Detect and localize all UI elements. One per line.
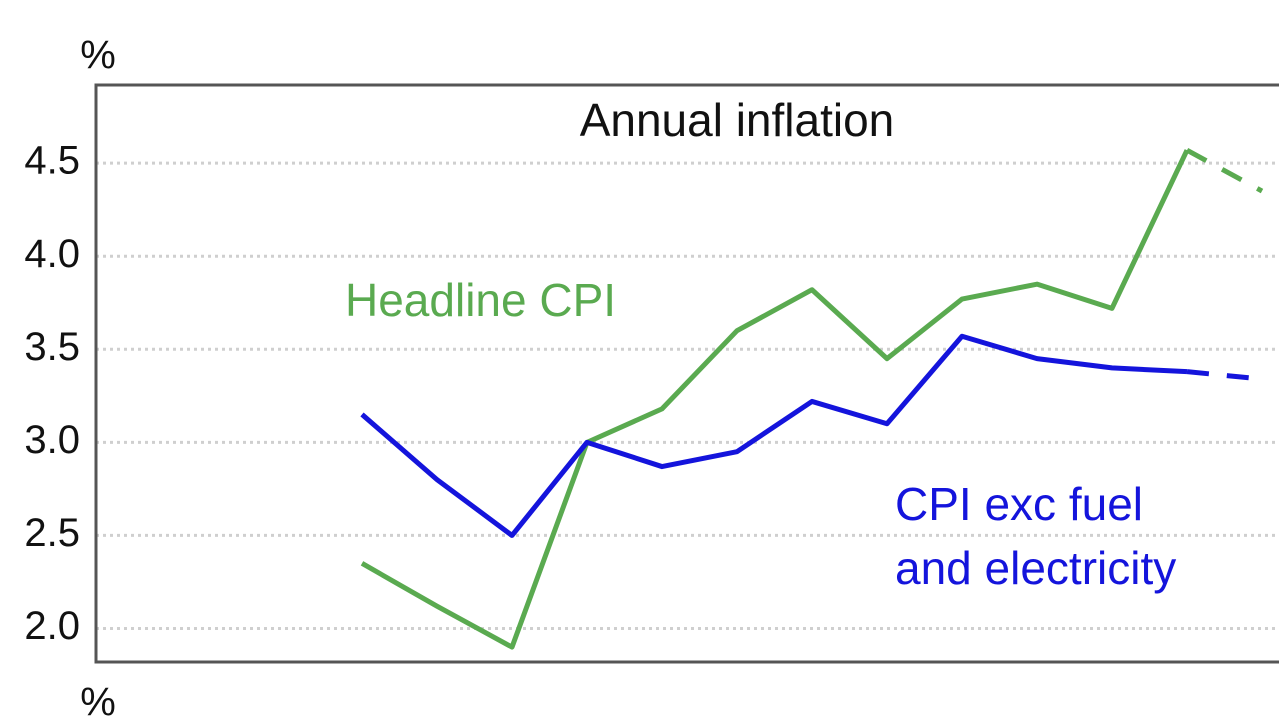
series-line (360, 333, 1188, 538)
series-label: CPI exc fuel and electricity (895, 478, 1176, 594)
series-line (360, 149, 1190, 650)
y-tick-label: 3.0 (24, 418, 80, 462)
y-tick-label: 4.5 (24, 139, 80, 183)
y-tick-label: 3.5 (24, 325, 80, 369)
series-label-line: and electricity (895, 542, 1176, 594)
forecast-line (1185, 147, 1264, 194)
y-tick-label: 2.5 (24, 511, 80, 555)
series-label: Headline CPI (345, 274, 616, 326)
forecast-line (1186, 369, 1263, 382)
y-tick-label: 4.0 (24, 232, 80, 276)
lower-y-unit: % (80, 681, 116, 720)
plot-frame (94, 83, 1279, 664)
y-unit: % (80, 34, 116, 78)
y-tick-label: 2.0 (24, 604, 80, 648)
series-label-line: CPI exc fuel (895, 478, 1143, 530)
chart-title: Annual inflation (580, 94, 895, 146)
